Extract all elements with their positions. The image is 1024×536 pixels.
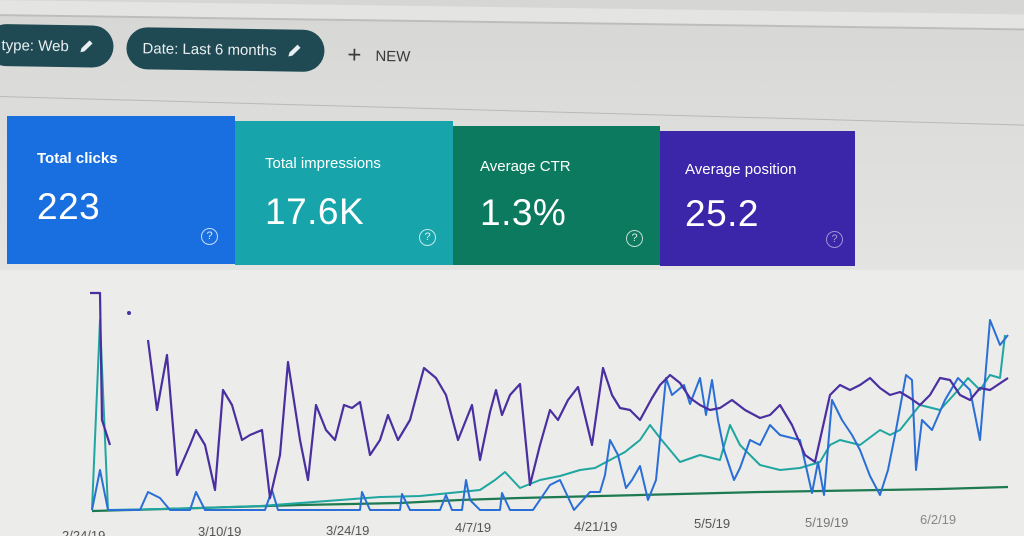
- series-average-position: [90, 291, 112, 446]
- metric-value: 17.6K: [265, 191, 365, 232]
- x-tick-label: 5/5/19: [694, 516, 731, 531]
- help-icon[interactable]: ?: [201, 228, 218, 245]
- metric-card-total-clicks[interactable]: Total clicks 223 ?: [7, 116, 235, 264]
- add-filter-button[interactable]: + NEW: [347, 41, 411, 69]
- metric-value: 1.3%: [480, 192, 567, 233]
- metric-value: 223: [37, 186, 101, 227]
- help-icon[interactable]: ?: [826, 231, 843, 248]
- metric-label: Average CTR: [480, 158, 571, 175]
- metric-cards: Total clicks 223 ? Total impressions 17.…: [7, 116, 857, 266]
- x-tick-label: 4/7/19: [455, 520, 492, 535]
- metric-label: Total clicks: [37, 150, 118, 167]
- metric-card-average-position[interactable]: Average position 25.2 ?: [660, 131, 855, 266]
- x-tick-label: 3/24/19: [326, 523, 370, 536]
- performance-line-chart[interactable]: [0, 270, 1024, 520]
- metric-card-average-ctr[interactable]: Average CTR 1.3% ?: [453, 126, 660, 265]
- metric-label: Total impressions: [265, 155, 381, 172]
- help-icon[interactable]: ?: [626, 230, 643, 247]
- filter-chip-label: Date: Last 6 months: [142, 39, 277, 59]
- x-tick-label: 4/21/19: [574, 519, 618, 534]
- x-tick-label: 6/2/19: [920, 512, 957, 527]
- series-average-position: [146, 339, 1009, 500]
- filter-chip-label: type: Web: [1, 36, 69, 55]
- metric-card-total-impressions[interactable]: Total impressions 17.6K ?: [235, 121, 453, 265]
- pencil-icon[interactable]: [79, 38, 95, 54]
- x-tick-label: 2/24/19: [62, 528, 106, 536]
- filter-bar: type: Web Date: Last 6 months + NEW La: [0, 14, 1024, 114]
- pencil-icon[interactable]: [287, 43, 303, 59]
- help-icon[interactable]: ?: [419, 229, 436, 246]
- x-axis: 2/24/19 3/10/19 3/24/19 4/7/19 4/21/19 5…: [0, 512, 1024, 536]
- add-filter-label: NEW: [375, 47, 411, 65]
- filter-chip-search-type[interactable]: type: Web: [0, 23, 114, 68]
- series-total-clicks: [91, 319, 1009, 511]
- plus-icon: +: [347, 41, 362, 69]
- metric-label: Average position: [685, 161, 797, 178]
- series-total-impressions: [91, 319, 1006, 511]
- metric-value: 25.2: [685, 193, 760, 234]
- filter-chip-date[interactable]: Date: Last 6 months: [126, 26, 325, 73]
- x-tick-label: 3/10/19: [198, 524, 242, 536]
- x-tick-label: 5/19/19: [805, 515, 849, 530]
- position-data-point: [127, 311, 131, 315]
